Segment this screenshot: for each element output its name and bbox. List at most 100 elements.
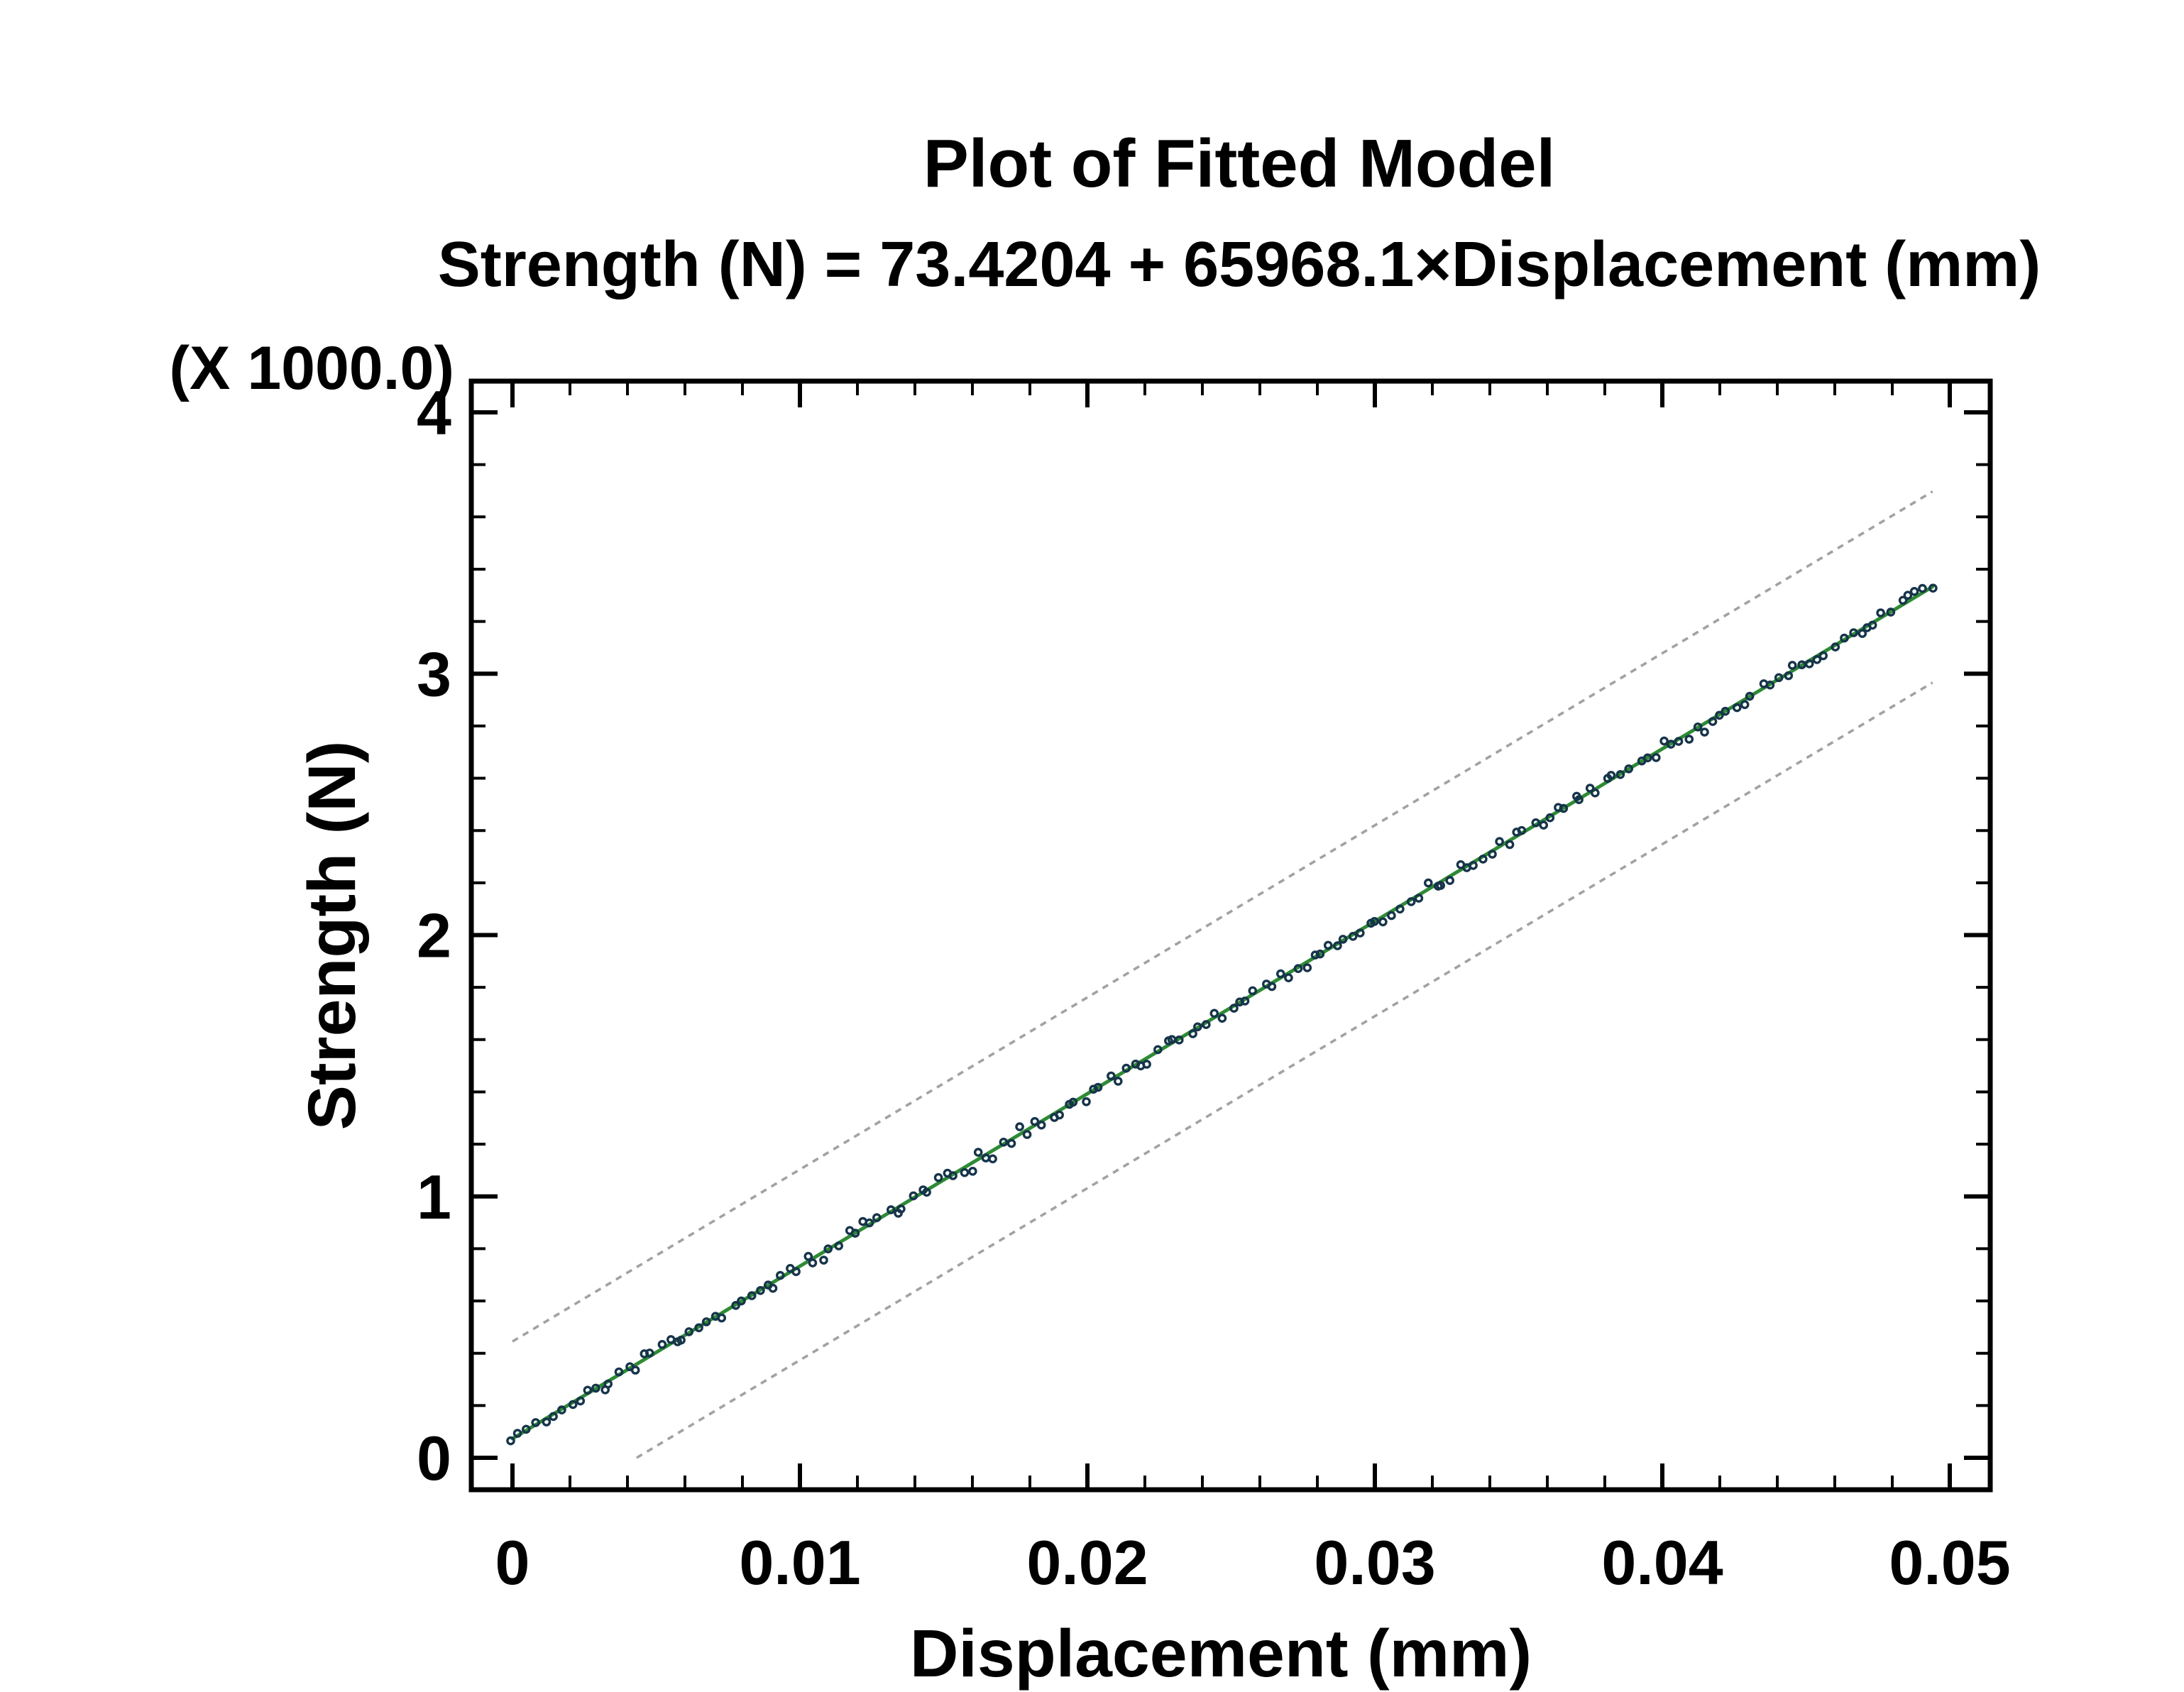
observation-point: [1918, 583, 1927, 593]
observation-point: [1642, 753, 1652, 763]
observation-point: [1840, 633, 1849, 643]
observation-point: [922, 1187, 931, 1197]
observation-point: [557, 1405, 566, 1414]
observation-point: [1545, 813, 1555, 823]
observation-point: [1293, 964, 1303, 973]
upper-prediction-band: [512, 490, 1933, 1343]
observation-point: [657, 1340, 667, 1349]
observation-point: [614, 1367, 624, 1377]
observation-point: [1006, 1138, 1016, 1148]
observation-point: [819, 1256, 828, 1265]
observation-point: [865, 1218, 874, 1228]
observation-point: [1387, 911, 1396, 921]
tick-labels-layer: 0 0.01 0.02 0.03 0.04 0.05 0 1 2 3 4: [417, 378, 2011, 1598]
observation-point: [823, 1244, 833, 1253]
observation-point: [694, 1323, 703, 1333]
observation-point: [1849, 628, 1858, 637]
observation-point: [988, 1154, 997, 1164]
observation-point: [1193, 1022, 1202, 1032]
observation-point: [1338, 935, 1348, 944]
observation-point: [1867, 620, 1877, 630]
observation-point: [1142, 1060, 1151, 1069]
observation-point: [981, 1153, 991, 1163]
observation-point: [1445, 876, 1454, 885]
axes-layer: [468, 378, 1993, 1493]
observation-point: [1818, 651, 1828, 661]
observation-point: [506, 1436, 515, 1446]
observation-point: [1590, 788, 1600, 798]
observation-point: [1745, 691, 1755, 701]
observation-point: [1539, 820, 1548, 830]
observation-point: [1903, 590, 1913, 600]
observation-point: [933, 1172, 943, 1182]
observation-point: [1217, 1013, 1227, 1023]
observation-point: [522, 1424, 531, 1434]
observation-point: [756, 1286, 765, 1295]
observation-point: [1774, 673, 1784, 683]
observation-point: [791, 1267, 801, 1276]
observation-point: [1424, 878, 1433, 888]
observation-point: [1406, 897, 1416, 906]
observation-point: [872, 1213, 882, 1222]
observation-point: [1909, 587, 1919, 596]
observation-point: [1898, 595, 1908, 605]
observation-point: [1858, 629, 1867, 638]
observation-point: [1517, 825, 1527, 835]
observation-point: [1310, 950, 1320, 960]
observations-layer: [506, 583, 1938, 1446]
observation-point: [1708, 717, 1718, 726]
observation-point: [1574, 795, 1584, 804]
chart-title: Plot of Fitted Model: [923, 126, 1556, 202]
observation-point: [1700, 727, 1709, 737]
observation-point: [1121, 1063, 1131, 1073]
observation-point: [1082, 1097, 1091, 1106]
fitted-line-layer: [510, 585, 1935, 1441]
x-tick-label: 0.01: [739, 1527, 860, 1598]
x-tick-label: 0.04: [1601, 1527, 1723, 1598]
observation-point: [948, 1171, 957, 1180]
y-tick-label: 4: [417, 378, 451, 448]
observation-point: [591, 1383, 600, 1393]
y-axis-scale-multiplier: (X 1000.0): [169, 334, 454, 402]
fitted-regression-line: [510, 585, 1935, 1441]
observation-point: [1333, 941, 1342, 950]
y-tick-label: 3: [417, 639, 451, 709]
observation-point: [1606, 771, 1616, 780]
observation-point: [909, 1191, 918, 1201]
observation-point: [531, 1418, 541, 1427]
observation-point: [542, 1417, 552, 1427]
observation-point: [1812, 655, 1822, 664]
observation-point: [1505, 840, 1515, 850]
observation-point: [1488, 850, 1497, 859]
observation-point: [1323, 940, 1333, 950]
observation-point: [1928, 583, 1938, 593]
observation-point: [1651, 753, 1661, 762]
observation-point: [803, 1251, 813, 1261]
observation-point: [768, 1283, 778, 1293]
observation-point: [731, 1301, 740, 1310]
chart-subtitle-equation: Strength (N) = 73.4204 + 65968.1×Displac…: [438, 229, 2041, 300]
observation-point: [1240, 996, 1250, 1006]
observation-point: [1469, 861, 1478, 870]
observation-point: [1615, 770, 1625, 779]
observation-point: [1715, 710, 1724, 720]
observation-point: [1055, 1110, 1064, 1120]
observation-point: [1030, 1116, 1040, 1126]
observation-point: [1787, 661, 1797, 670]
x-tick-label: 0: [495, 1527, 530, 1598]
prediction-bands-layer: [512, 490, 1933, 1459]
observation-point: [1721, 706, 1730, 716]
observation-point: [701, 1317, 711, 1326]
observation-point: [603, 1379, 613, 1389]
observation-point: [973, 1148, 983, 1157]
observation-point: [1436, 881, 1445, 890]
y-tick-label: 1: [417, 1162, 451, 1232]
observation-point: [1302, 963, 1312, 972]
observation-point: [1356, 928, 1365, 938]
observation-point: [1684, 735, 1694, 744]
observation-point: [1153, 1045, 1163, 1055]
observation-point: [1093, 1082, 1103, 1092]
observation-point: [1284, 973, 1293, 982]
